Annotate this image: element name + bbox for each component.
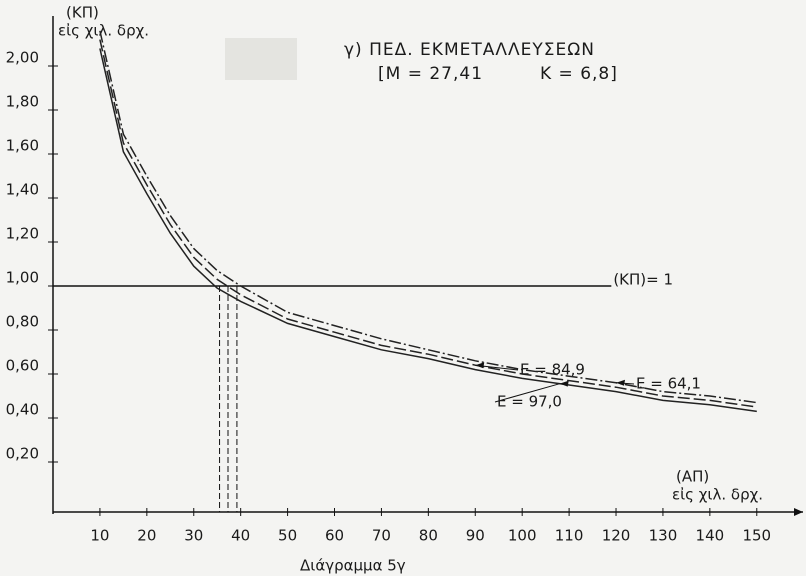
subtitle: [Μ = 27,41 [378, 64, 483, 84]
x-tick-label: 50 [278, 527, 297, 545]
y-tick-label: 1,60 [6, 137, 39, 155]
y-tick-label: 1,20 [6, 225, 39, 243]
series-label: Ε = 64,1 [636, 375, 701, 393]
series-line [99, 39, 757, 408]
label-arrow [494, 383, 560, 403]
series-line [99, 30, 757, 404]
series-label: Ε = 84,9 [520, 361, 585, 379]
y-tick-label: 1,40 [6, 181, 39, 199]
reference-label: (ΚΠ)= 1 [613, 271, 673, 289]
x-tick-label: 150 [742, 527, 771, 545]
x-tick-label: 60 [325, 527, 344, 545]
x-tick-label: 90 [466, 527, 485, 545]
y-tick-label: 0,20 [6, 445, 39, 463]
y-axis-label: (ΚΠ) [66, 4, 99, 22]
y-tick-label: 0,60 [6, 357, 39, 375]
chart-title: γ) ΠΕΔ. ΕΚΜΕΤΑΛΛΕΥΣΕΩΝ [344, 40, 595, 60]
series-label: Ε = 97,0 [497, 393, 562, 411]
x-tick-label: 110 [555, 527, 584, 545]
y-tick-label: 2,00 [6, 49, 39, 67]
y-tick-label: 1,00 [6, 269, 39, 287]
x-axis-unit: εἰς χιλ. δρχ. [672, 486, 763, 504]
x-tick-label: 120 [602, 527, 631, 545]
x-tick-label: 70 [372, 527, 391, 545]
axis-arrow [794, 508, 803, 516]
smudge [225, 38, 297, 80]
subtitle: Κ = 6,8] [540, 64, 618, 84]
arrow-head [559, 380, 569, 387]
y-tick-label: 1,80 [6, 93, 39, 111]
x-tick-label: 100 [508, 527, 537, 545]
caption: Διάγραμμα 5γ [300, 557, 406, 575]
x-tick-label: 10 [90, 527, 109, 545]
arrow-head [616, 379, 626, 386]
x-tick-label: 40 [231, 527, 250, 545]
x-tick-label: 130 [649, 527, 678, 545]
series-line [99, 48, 757, 413]
x-tick-label: 20 [137, 527, 156, 545]
y-tick-label: 0,40 [6, 401, 39, 419]
x-axis-label: (ΑΠ) [676, 468, 709, 486]
x-tick-label: 140 [696, 527, 725, 545]
y-tick-label: 0,80 [6, 313, 39, 331]
arrow-head [475, 362, 485, 369]
y-axis-unit: εἰς χιλ. δρχ. [58, 22, 149, 40]
x-tick-label: 80 [419, 527, 438, 545]
x-tick-label: 30 [184, 527, 203, 545]
